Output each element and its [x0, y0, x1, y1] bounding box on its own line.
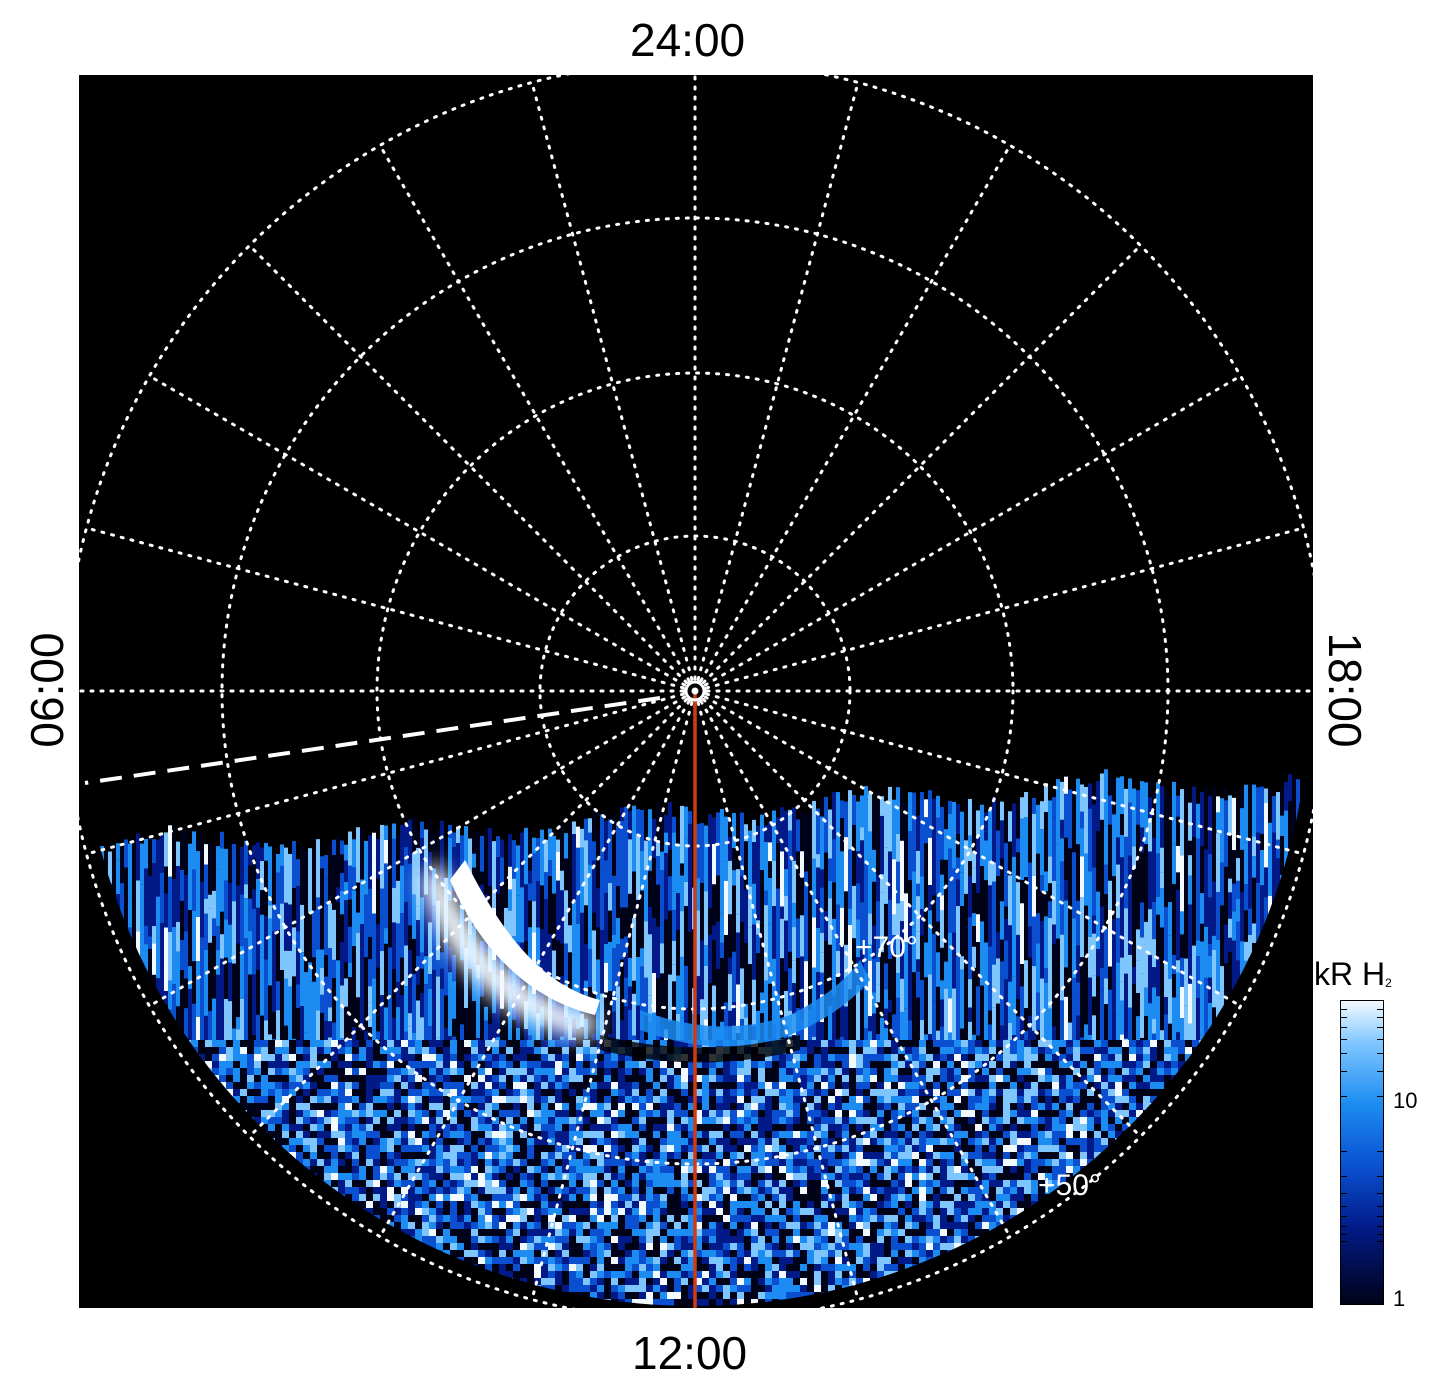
- colorbar-minor-tick: [1341, 1216, 1347, 1217]
- meridian-line: [701, 697, 1142, 1138]
- colorbar-minor-tick: [1377, 1017, 1383, 1018]
- colorbar-minor-tick: [1341, 1176, 1347, 1177]
- dark-gap-band: [600, 1035, 800, 1063]
- meridian-line: [84, 526, 685, 690]
- colorbar-minor-tick: [1341, 1053, 1347, 1054]
- colorbar-minor-tick: [1377, 1241, 1383, 1242]
- colorbar-minor-tick: [1341, 1234, 1347, 1235]
- meridian-line: [701, 244, 1142, 685]
- colorbar-minor-tick: [1341, 1151, 1347, 1152]
- meridian-line: [530, 80, 694, 681]
- meridian-line: [699, 143, 1012, 683]
- local-time-label-top: 24:00: [630, 14, 746, 66]
- meridian-line: [147, 374, 687, 687]
- colorbar-minor-tick: [1377, 1234, 1383, 1235]
- meridian-line: [530, 701, 694, 1302]
- auroral-arc-noon: [640, 960, 870, 1047]
- colorbar-minor-tick: [1377, 1009, 1383, 1010]
- colorbar-minor-tick: [1341, 1017, 1347, 1018]
- pole-dot: [691, 687, 699, 695]
- colorbar-minor-tick: [1377, 1216, 1383, 1217]
- dashed-reference-line: [84, 696, 661, 785]
- latitude-label-50: +50°: [1038, 1169, 1101, 1202]
- colorbar-tick-label-1: 1: [1393, 1286, 1406, 1311]
- colorbar-minor-tick: [1341, 1241, 1347, 1242]
- colorbar-title: kR H2: [1314, 958, 1392, 990]
- local-time-label-left: 06:00: [21, 632, 73, 748]
- meridian-line: [699, 699, 1012, 1239]
- colorbar-minor-tick: [1377, 1151, 1383, 1152]
- colorbar-minor-tick: [1341, 1039, 1347, 1040]
- meridian-line: [248, 244, 689, 685]
- colorbar-minor-tick: [1377, 1053, 1383, 1054]
- meridian-line: [147, 695, 687, 1008]
- local-time-label-right: 18:00: [1319, 632, 1371, 748]
- colorbar-minor-tick: [1341, 1226, 1347, 1227]
- meridian-line: [705, 526, 1306, 690]
- colorbar-minor-tick: [1341, 1071, 1347, 1072]
- polar-grid: [79, 75, 1313, 1308]
- colorbar-minor-tick: [1377, 1206, 1383, 1207]
- colorbar-minor-tick: [1341, 1009, 1347, 1010]
- colorbar-minor-tick: [1341, 1027, 1347, 1028]
- meridian-line: [84, 692, 685, 856]
- meridian-line: [705, 692, 1306, 856]
- colorbar-tick-label-10: 10: [1393, 1088, 1418, 1113]
- emission-disk: [100, 769, 1304, 1306]
- latitude-label-70: +70°: [855, 931, 918, 964]
- colorbar-title-subscript: 2: [1385, 976, 1392, 990]
- colorbar-minor-tick: [1377, 1096, 1383, 1097]
- bright-auroral-arc-core: [450, 860, 600, 1015]
- colorbar-minor-tick: [1341, 1193, 1347, 1194]
- colorbar: [1340, 1000, 1384, 1305]
- auroral-emission-layer: [100, 769, 1304, 1306]
- colorbar-minor-tick: [1377, 1071, 1383, 1072]
- meridian-line: [696, 80, 860, 681]
- colorbar-minor-tick: [1377, 1176, 1383, 1177]
- colorbar-minor-tick: [1377, 1039, 1383, 1040]
- meridian-line: [248, 697, 689, 1138]
- meridian-line: [378, 143, 691, 683]
- pole-marker: [684, 680, 706, 702]
- local-time-label-bottom: 12:00: [632, 1327, 748, 1379]
- colorbar-minor-tick: [1377, 1226, 1383, 1227]
- colorbar-minor-tick: [1341, 1206, 1347, 1207]
- colorbar-title-text: kR H: [1314, 956, 1386, 992]
- colorbar-minor-tick: [1377, 1193, 1383, 1194]
- meridian-line: [703, 374, 1243, 687]
- colorbar-minor-tick: [1377, 1027, 1383, 1028]
- meridian-line: [696, 701, 860, 1302]
- meridian-line: [378, 699, 691, 1239]
- colorbar-minor-tick: [1341, 1096, 1347, 1097]
- meridian-line: [703, 695, 1243, 1008]
